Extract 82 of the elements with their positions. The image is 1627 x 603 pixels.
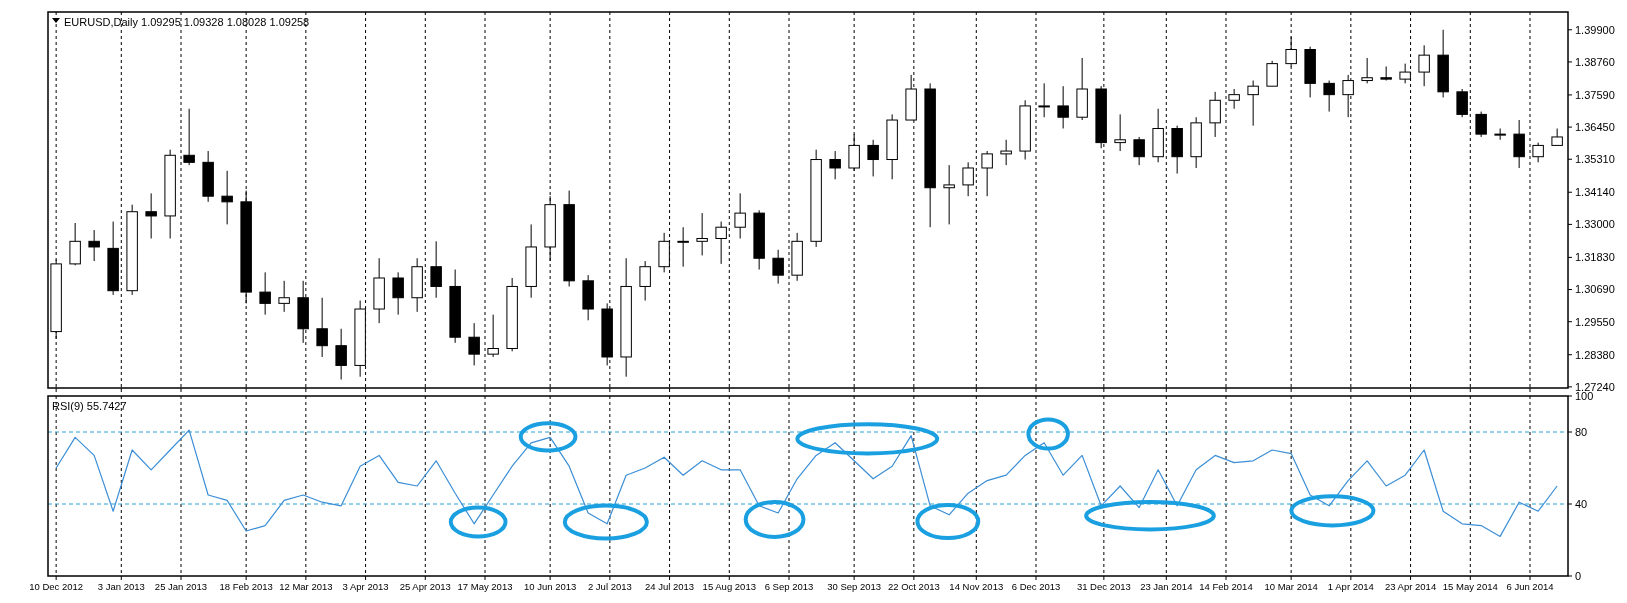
candlestick [430, 240, 442, 299]
x-tick-label: 14 Nov 2013 [949, 581, 1004, 592]
y-tick-label: 1.39900 [1575, 23, 1615, 36]
candlestick [1418, 44, 1430, 87]
candlestick [335, 328, 347, 381]
candlestick [962, 161, 974, 197]
y-tick-label: 1.28380 [1575, 348, 1615, 361]
y-tick-label: 1.35310 [1575, 153, 1615, 166]
chart-title: EURUSD,Daily 1.09295 1.09328 1.08028 1.09258 [64, 16, 310, 28]
y-tick-label: 1.29550 [1575, 315, 1615, 328]
x-tick-label: 6 Jun 2014 [1506, 581, 1554, 592]
candlestick [1475, 111, 1487, 138]
candlestick [88, 229, 100, 262]
candlestick [696, 212, 708, 256]
candlestick [1494, 128, 1506, 141]
y-tick-label: 1.37590 [1575, 88, 1615, 101]
line-series [55, 429, 1558, 537]
candlestick [1456, 88, 1468, 118]
x-tick-label: 15 Aug 2013 [702, 581, 756, 592]
candlestick [1247, 80, 1259, 127]
candlestick [639, 260, 651, 302]
x-tick-label: 1 Apr 2014 [1327, 581, 1374, 592]
candlestick [981, 150, 993, 197]
candlestick [1266, 60, 1278, 87]
candlestick [316, 297, 328, 358]
candlestick [1380, 65, 1392, 82]
x-tick-label: 23 Jan 2014 [1140, 581, 1193, 592]
y-tick-label: 1.27240 [1575, 380, 1615, 393]
x-tick-label: 15 May 2014 [1442, 581, 1498, 592]
x-tick-label: 30 Sep 2013 [827, 581, 882, 592]
x-tick-label: 2 Jul 2013 [587, 581, 632, 592]
candlestick [1361, 57, 1373, 84]
candlestick [829, 150, 841, 180]
x-tick-label: 22 Oct 2013 [887, 581, 940, 592]
x-tick-label: 6 Dec 2013 [1011, 581, 1061, 592]
y-tick-label: 1.34140 [1575, 186, 1615, 199]
candlestick [221, 170, 233, 225]
x-tick-label: 12 Mar 2013 [279, 581, 333, 592]
candlestick [69, 222, 81, 266]
x-tick-label: 31 Dec 2013 [1076, 581, 1131, 592]
y-tick-label: 80 [1575, 425, 1588, 438]
y-tick-label: 40 [1575, 497, 1588, 510]
y-tick-label: 1.33000 [1575, 218, 1615, 231]
candlestick [772, 249, 784, 285]
y-tick-label: 1.38760 [1575, 55, 1615, 68]
candlestick [715, 221, 727, 265]
x-tick-label: 6 Sep 2013 [764, 581, 814, 592]
x-tick-label: 10 Jun 2013 [523, 581, 577, 592]
candlestick [1114, 113, 1126, 152]
x-tick-label: 10 Mar 2014 [1264, 581, 1318, 592]
chart-title: RSI(9) 55.7427 [52, 400, 127, 412]
x-tick-label: 25 Jan 2013 [154, 581, 208, 592]
y-tick-label: 1.36450 [1575, 120, 1615, 133]
candlestick [1057, 85, 1069, 129]
candlestick [1551, 128, 1563, 146]
candlestick [867, 139, 879, 177]
x-tick-label: 17 May 2013 [457, 581, 513, 592]
candlestick [392, 271, 404, 316]
x-tick-label: 3 Jan 2013 [97, 581, 145, 592]
x-tick-label: 10 Dec 2012 [29, 581, 84, 592]
candlestick [1038, 82, 1050, 118]
x-tick-label: 25 Apr 2013 [399, 581, 451, 592]
candlestick [677, 226, 689, 268]
x-tick-label: 3 Apr 2013 [342, 581, 389, 592]
candlestick [1133, 136, 1145, 166]
x-tick-label: 24 Jul 2013 [645, 581, 695, 592]
candlestick [468, 322, 480, 366]
x-tick-label: 23 Apr 2014 [1384, 581, 1437, 592]
candlestick [1209, 91, 1221, 138]
candlestick [145, 192, 157, 239]
candlestick [943, 164, 955, 225]
x-tick-label: 18 Feb 2013 [219, 581, 273, 592]
y-tick-label: 0 [1575, 569, 1582, 582]
candlestick [259, 271, 271, 316]
candlestick [734, 192, 746, 239]
candlestick [278, 280, 290, 313]
candlestick [1323, 80, 1335, 113]
candlestick [1513, 119, 1525, 169]
x-tick-label: 14 Feb 2014 [1199, 581, 1253, 592]
y-tick-label: 1.30690 [1575, 283, 1615, 296]
y-tick-label: 1.31830 [1575, 251, 1615, 264]
candlestick [1000, 139, 1012, 166]
